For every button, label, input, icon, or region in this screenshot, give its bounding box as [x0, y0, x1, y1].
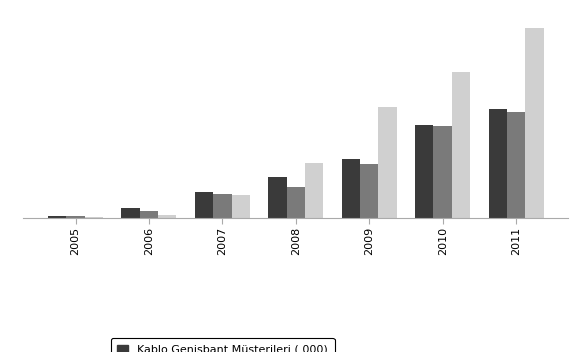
Bar — [488, 109, 507, 218]
Bar — [433, 126, 452, 218]
Bar — [158, 215, 176, 218]
Bar — [305, 163, 323, 218]
Bar — [195, 191, 213, 218]
Bar — [85, 217, 103, 218]
Bar — [213, 194, 231, 218]
Bar — [452, 72, 470, 218]
Bar — [507, 112, 525, 218]
Bar — [360, 164, 378, 218]
Bar — [342, 159, 360, 218]
Bar — [269, 177, 287, 218]
Bar — [415, 125, 433, 218]
Bar — [378, 107, 397, 218]
Bar — [140, 211, 158, 218]
Legend: Kablo Genişbant Müşterileri (.000), Kablo Telefon Müşterileri    (.000): Kablo Genişbant Müşterileri (.000), Kabl… — [111, 338, 335, 352]
Bar — [66, 216, 85, 218]
Bar — [287, 187, 305, 218]
Bar — [48, 216, 66, 218]
Bar — [121, 208, 140, 218]
Bar — [231, 195, 250, 218]
Bar — [525, 29, 543, 218]
